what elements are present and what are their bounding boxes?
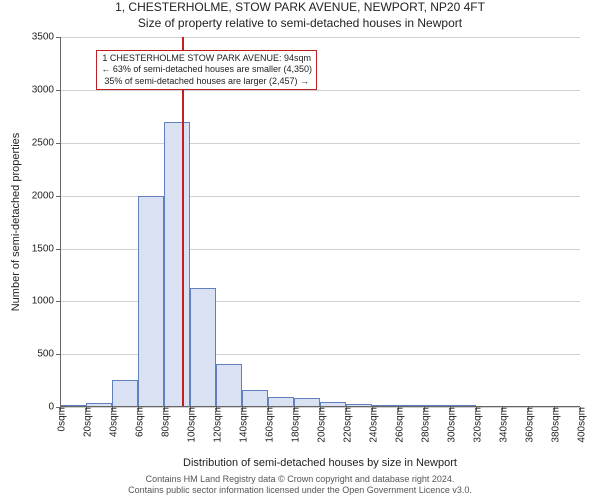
footer-line2: Contains public sector information licen… bbox=[0, 485, 600, 496]
annotation-box: 1 CHESTERHOLME STOW PARK AVENUE: 94sqm← … bbox=[96, 50, 317, 90]
y-tick-label: 1500 bbox=[32, 243, 60, 254]
x-tick-label: 320sqm bbox=[469, 407, 484, 443]
histogram-bar bbox=[190, 288, 216, 407]
gridline bbox=[60, 143, 580, 144]
reference-line bbox=[182, 37, 184, 407]
y-axis-label: Number of semi-detached properties bbox=[10, 133, 22, 312]
x-tick-label: 400sqm bbox=[573, 407, 588, 443]
x-tick-label: 180sqm bbox=[287, 407, 302, 443]
x-tick-label: 80sqm bbox=[157, 407, 172, 437]
x-tick-label: 20sqm bbox=[79, 407, 94, 437]
histogram-bar bbox=[112, 380, 138, 407]
x-tick-label: 380sqm bbox=[547, 407, 562, 443]
y-tick-label: 2000 bbox=[32, 190, 60, 201]
histogram-bar bbox=[216, 364, 242, 407]
annotation-line: ← 63% of semi-detached houses are smalle… bbox=[101, 64, 312, 75]
x-tick-label: 300sqm bbox=[443, 407, 458, 443]
y-tick-label: 3000 bbox=[32, 85, 60, 96]
x-tick-label: 40sqm bbox=[105, 407, 120, 437]
x-axis-label: Distribution of semi-detached houses by … bbox=[183, 457, 457, 469]
x-tick-label: 140sqm bbox=[235, 407, 250, 443]
annotation-line: 1 CHESTERHOLME STOW PARK AVENUE: 94sqm bbox=[101, 53, 312, 64]
histogram-bar bbox=[242, 390, 268, 407]
x-tick-label: 280sqm bbox=[417, 407, 432, 443]
x-tick-label: 260sqm bbox=[391, 407, 406, 443]
x-tick-label: 200sqm bbox=[313, 407, 328, 443]
footer-line1: Contains HM Land Registry data © Crown c… bbox=[0, 474, 600, 485]
x-tick-label: 120sqm bbox=[209, 407, 224, 443]
chart-title-line1: 1, CHESTERHOLME, STOW PARK AVENUE, NEWPO… bbox=[0, 0, 600, 16]
y-tick-label: 1000 bbox=[32, 296, 60, 307]
gridline bbox=[60, 90, 580, 91]
x-tick-label: 360sqm bbox=[521, 407, 536, 443]
x-tick-label: 0sqm bbox=[53, 407, 68, 431]
y-tick-label: 500 bbox=[37, 349, 60, 360]
x-tick-label: 220sqm bbox=[339, 407, 354, 443]
x-tick-label: 100sqm bbox=[183, 407, 198, 443]
y-tick-label: 2500 bbox=[32, 137, 60, 148]
chart-area: Number of semi-detached properties Distr… bbox=[60, 37, 580, 407]
footer-credits: Contains HM Land Registry data © Crown c… bbox=[0, 474, 600, 496]
y-axis-line bbox=[60, 37, 61, 407]
x-axis-line bbox=[60, 406, 580, 407]
gridline bbox=[60, 37, 580, 38]
chart-title-line2: Size of property relative to semi-detach… bbox=[0, 16, 600, 32]
plot-region: 05001000150020002500300035000sqm20sqm40s… bbox=[60, 37, 580, 407]
x-tick-label: 240sqm bbox=[365, 407, 380, 443]
x-tick-label: 60sqm bbox=[131, 407, 146, 437]
histogram-bar bbox=[164, 122, 190, 407]
x-tick-label: 160sqm bbox=[261, 407, 276, 443]
annotation-line: 35% of semi-detached houses are larger (… bbox=[101, 76, 312, 87]
x-tick-label: 340sqm bbox=[495, 407, 510, 443]
histogram-bar bbox=[138, 196, 164, 407]
y-tick-label: 3500 bbox=[32, 32, 60, 43]
